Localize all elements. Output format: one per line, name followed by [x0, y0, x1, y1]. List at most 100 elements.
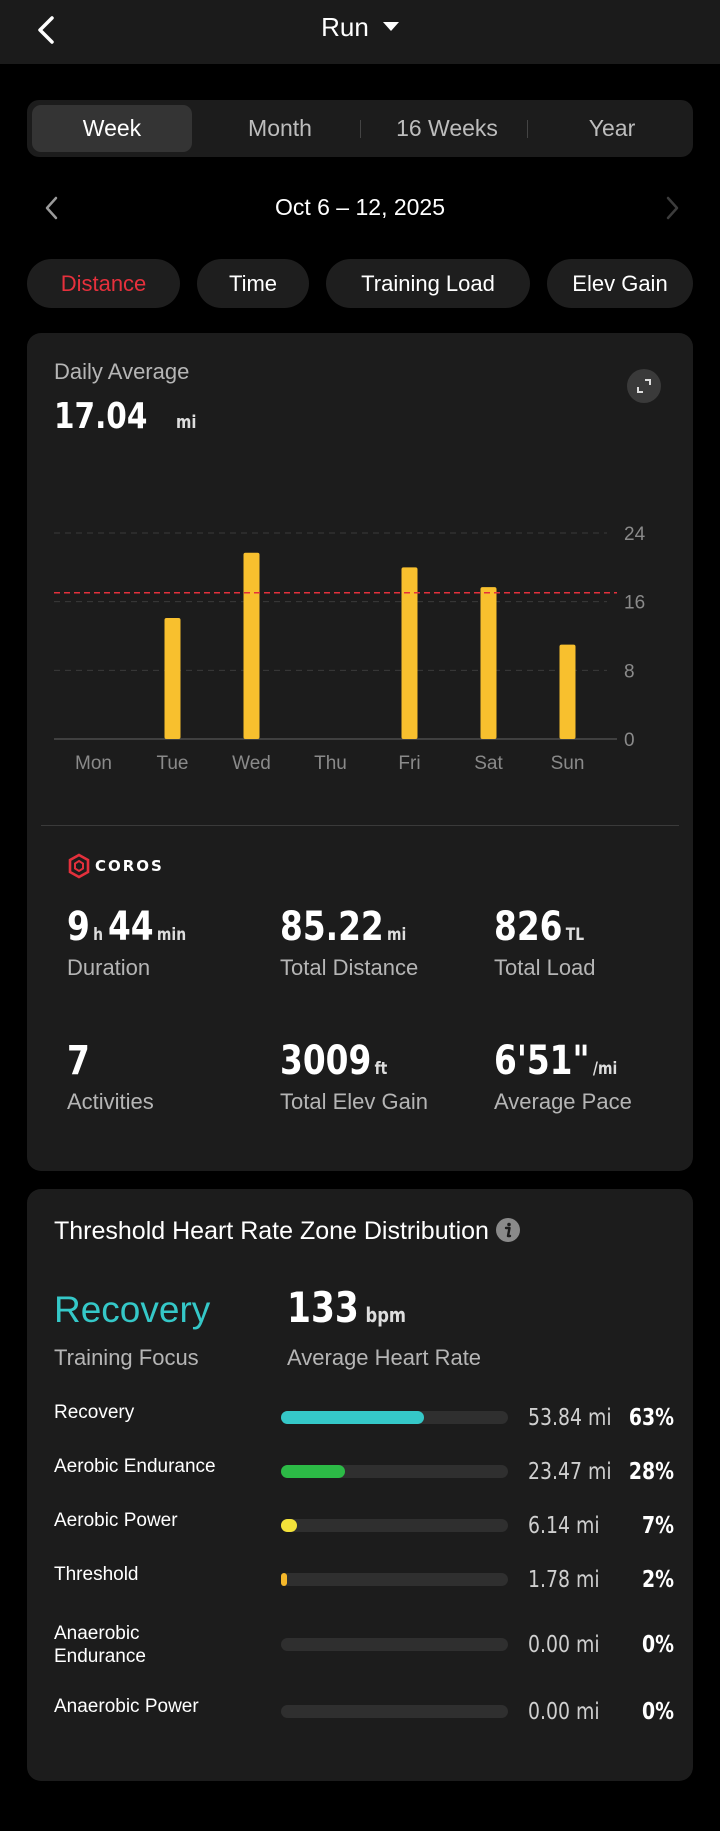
page-title: Run [321, 12, 369, 42]
tab-16-weeks[interactable]: 16 Weeks [396, 115, 498, 141]
zone-distance: 23.47 mi [528, 1459, 612, 1485]
x-tick-label: Mon [75, 753, 112, 774]
caret-down-icon [382, 21, 399, 31]
zone-name: Recovery [54, 1402, 135, 1423]
x-tick-label: Sun [551, 753, 585, 774]
back-button[interactable] [28, 10, 68, 50]
divider [41, 825, 679, 826]
info-icon[interactable] [495, 1217, 521, 1243]
chip-distance[interactable]: Distance [27, 259, 180, 308]
tab-month[interactable]: Month [248, 115, 312, 141]
stat-duration: 9 h 44 min Duration [67, 903, 267, 981]
zone-name: Threshold [54, 1564, 139, 1585]
total-distance-value: 85.22 [280, 904, 384, 950]
zone-progress-fill [281, 1519, 297, 1532]
segment-divider [527, 120, 528, 138]
distance-unit: mi [387, 925, 407, 945]
training-focus-value: Recovery [54, 1289, 211, 1330]
bpm-unit: bpm [365, 1303, 407, 1327]
y-tick-label: 16 [624, 593, 645, 614]
zone-percent: 63% [628, 1405, 674, 1431]
bar-wed [243, 552, 260, 739]
zone-percent: 0% [641, 1699, 674, 1725]
daily-average-unit: mi [175, 412, 197, 433]
stat-label: Total Distance [280, 955, 419, 980]
hr-zone-card: Threshold Heart Rate Zone Distribution R… [27, 1189, 693, 1781]
chevron-right-icon [666, 196, 679, 220]
coros-logo: COROS [67, 853, 164, 879]
tab-week[interactable]: Week [32, 105, 192, 152]
average-pace-value: 6'51" [494, 1038, 590, 1084]
bar-sat [480, 587, 497, 739]
hours-unit: h [93, 925, 104, 945]
coros-wordmark: COROS [95, 857, 164, 875]
bar-tue [164, 617, 181, 739]
x-tick-label: Tue [156, 753, 188, 774]
distance-card: Daily Average 17.04 mi 0 8 16 24 Mon Tue Wed Thu… [27, 333, 693, 1171]
y-tick-label: 8 [624, 661, 635, 682]
chevron-left-icon [38, 16, 54, 44]
date-range: Oct 6 – 12, 2025 [274, 194, 446, 220]
zone-distance: 53.84 mi [528, 1405, 612, 1431]
hr-zone-title-text: Threshold Heart Rate Zone Distribution [54, 1217, 489, 1245]
stat-total-distance: 85.22 mi Total Distance [280, 903, 480, 981]
x-tick-label: Thu [314, 753, 347, 774]
duration-minutes: 44 [107, 904, 154, 950]
top-bar: Run [0, 0, 720, 64]
activities-value: 7 [67, 1038, 90, 1084]
sport-selector[interactable]: Run [0, 12, 720, 43]
x-tick-label: Wed [232, 753, 271, 774]
stat-activities: 7 Activities [67, 1037, 267, 1115]
load-unit: TL [565, 925, 585, 945]
zone-progress-track [281, 1638, 508, 1651]
previous-week-button[interactable] [40, 194, 64, 222]
hr-zone-title: Threshold Heart Rate Zone Distribution [54, 1217, 521, 1246]
zone-distance: 0.00 mi [528, 1699, 600, 1725]
stat-label: Average Pace [494, 1089, 632, 1114]
daily-average-number: 17.04 [54, 396, 148, 437]
zone-progress-fill [281, 1465, 345, 1478]
zone-percent: 7% [641, 1513, 674, 1539]
stat-label: Total Load [494, 955, 596, 980]
x-tick-label: Sat [474, 753, 503, 774]
average-hr-value: 133 bpm [287, 1283, 432, 1332]
zone-progress-track [281, 1465, 508, 1478]
zone-distance: 0.00 mi [528, 1632, 600, 1658]
daily-average-label: Daily Average [54, 359, 190, 384]
zone-name: Anaerobic Endurance [54, 1623, 146, 1667]
expand-icon [637, 379, 651, 393]
chip-training-load[interactable]: Training Load [326, 259, 530, 308]
zone-name: Anaerobic Power [54, 1696, 199, 1717]
zone-percent: 2% [641, 1567, 674, 1593]
pace-unit: /mi [592, 1059, 618, 1079]
zone-progress-track [281, 1411, 508, 1424]
stat-label: Duration [67, 955, 151, 980]
duration-hours: 9 [67, 904, 90, 950]
average-hr-label: Average Heart Rate [287, 1345, 482, 1370]
segment-divider [360, 120, 361, 138]
stat-label: Activities [67, 1089, 154, 1114]
chip-time[interactable]: Time [197, 259, 309, 308]
chevron-left-icon [45, 196, 58, 220]
zone-name: Aerobic Power [54, 1510, 178, 1531]
next-week-button[interactable] [660, 194, 684, 222]
chip-elev-gain[interactable]: Elev Gain [547, 259, 693, 308]
zone-percent: 28% [628, 1459, 674, 1485]
avg-hr-number: 133 [287, 1283, 359, 1332]
training-focus-label: Training Focus [54, 1345, 199, 1370]
stat-label: Total Elev Gain [280, 1089, 428, 1114]
x-tick-label: Fri [398, 753, 420, 774]
y-tick-label: 0 [624, 730, 635, 751]
expand-chart-button[interactable] [627, 369, 661, 403]
bar-fri [401, 567, 418, 739]
y-tick-label: 24 [624, 524, 646, 545]
coros-hex-icon [68, 853, 90, 879]
daily-average-value: 17.04 mi [54, 395, 201, 437]
zone-progress-fill [281, 1411, 424, 1424]
stat-total-load: 826 TL Total Load [494, 903, 694, 981]
minutes-unit: min [156, 925, 187, 945]
tab-year[interactable]: Year [588, 115, 636, 141]
zone-name: Aerobic Endurance [54, 1456, 216, 1477]
zone-progress-track [281, 1573, 508, 1586]
zone-percent: 0% [641, 1632, 674, 1658]
